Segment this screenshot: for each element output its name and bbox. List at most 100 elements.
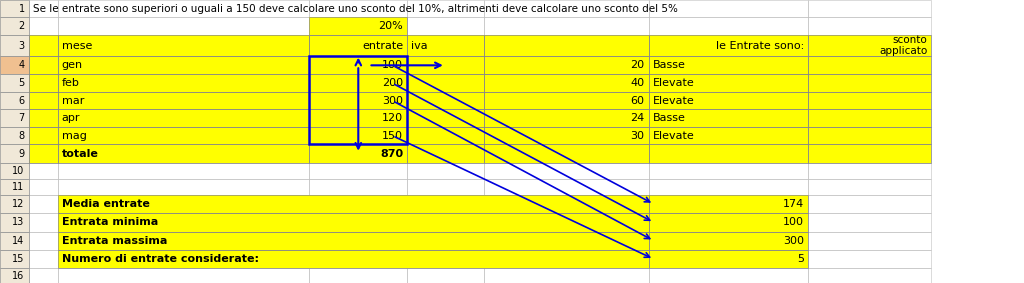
Bar: [808, 56, 932, 74]
Bar: [0, 195, 29, 213]
Bar: [484, 127, 649, 144]
Bar: [649, 250, 808, 268]
Bar: [309, 179, 408, 195]
Bar: [649, 144, 808, 163]
Bar: [808, 127, 932, 144]
Bar: [57, 110, 309, 127]
Bar: [309, 232, 408, 250]
Bar: [808, 74, 932, 92]
Bar: [408, 250, 484, 268]
Bar: [309, 74, 408, 92]
Bar: [309, 127, 408, 144]
Bar: [309, 195, 408, 213]
Text: Numero di entrate considerate:: Numero di entrate considerate:: [61, 254, 259, 264]
Bar: [309, 35, 408, 56]
Bar: [808, 18, 932, 35]
Bar: [0, 250, 29, 268]
Bar: [808, 163, 932, 179]
Bar: [57, 56, 309, 74]
Bar: [0, 35, 29, 56]
Bar: [808, 144, 932, 163]
Bar: [29, 144, 57, 163]
Text: Basse: Basse: [653, 60, 686, 70]
Bar: [408, 195, 484, 213]
Bar: [649, 232, 808, 250]
Bar: [29, 92, 57, 110]
Bar: [0, 179, 29, 195]
Bar: [29, 110, 57, 127]
Bar: [649, 232, 808, 250]
Bar: [309, 18, 408, 35]
Text: totale: totale: [61, 149, 98, 159]
Bar: [0, 18, 29, 35]
Bar: [649, 127, 808, 144]
Bar: [29, 0, 57, 18]
Bar: [808, 144, 932, 163]
Bar: [57, 92, 309, 110]
Bar: [0, 268, 29, 283]
Bar: [408, 18, 484, 35]
Bar: [649, 56, 808, 74]
Bar: [408, 56, 484, 74]
Bar: [484, 74, 649, 92]
Bar: [808, 213, 932, 232]
Text: 100: 100: [382, 60, 403, 70]
Text: mar: mar: [61, 96, 84, 106]
Bar: [29, 92, 57, 110]
Bar: [0, 35, 29, 56]
Bar: [808, 250, 932, 268]
Bar: [29, 56, 57, 74]
Text: feb: feb: [61, 78, 80, 88]
Bar: [484, 92, 649, 110]
Bar: [408, 144, 484, 163]
Bar: [309, 35, 408, 56]
Bar: [309, 74, 408, 92]
Bar: [484, 35, 649, 56]
Bar: [649, 92, 808, 110]
Bar: [57, 144, 309, 163]
Bar: [0, 127, 29, 144]
Bar: [484, 127, 649, 144]
Bar: [0, 250, 29, 268]
Bar: [408, 144, 484, 163]
Bar: [309, 195, 408, 213]
Bar: [649, 110, 808, 127]
Bar: [29, 144, 57, 163]
Bar: [408, 110, 484, 127]
Bar: [309, 18, 408, 35]
Text: 12: 12: [12, 199, 25, 209]
Bar: [484, 110, 649, 127]
Bar: [649, 35, 808, 56]
Bar: [29, 195, 57, 213]
Text: Elevate: Elevate: [653, 78, 694, 88]
Bar: [408, 74, 484, 92]
Bar: [649, 268, 808, 283]
Bar: [57, 18, 309, 35]
Bar: [29, 18, 57, 35]
Bar: [57, 232, 309, 250]
Bar: [484, 232, 649, 250]
Bar: [484, 144, 649, 163]
Bar: [808, 110, 932, 127]
Bar: [0, 144, 29, 163]
Text: 10: 10: [12, 166, 25, 176]
Bar: [484, 213, 649, 232]
Bar: [0, 74, 29, 92]
Bar: [408, 163, 484, 179]
Bar: [0, 195, 29, 213]
Bar: [408, 127, 484, 144]
Bar: [57, 110, 309, 127]
Bar: [649, 213, 808, 232]
Bar: [0, 163, 29, 179]
Bar: [0, 18, 29, 35]
Bar: [808, 179, 932, 195]
Bar: [649, 127, 808, 144]
Bar: [484, 35, 649, 56]
Bar: [484, 74, 649, 92]
Bar: [29, 232, 57, 250]
Bar: [57, 232, 649, 250]
Text: 20%: 20%: [378, 21, 403, 31]
Bar: [484, 268, 649, 283]
Text: 40: 40: [631, 78, 645, 88]
Bar: [649, 144, 808, 163]
